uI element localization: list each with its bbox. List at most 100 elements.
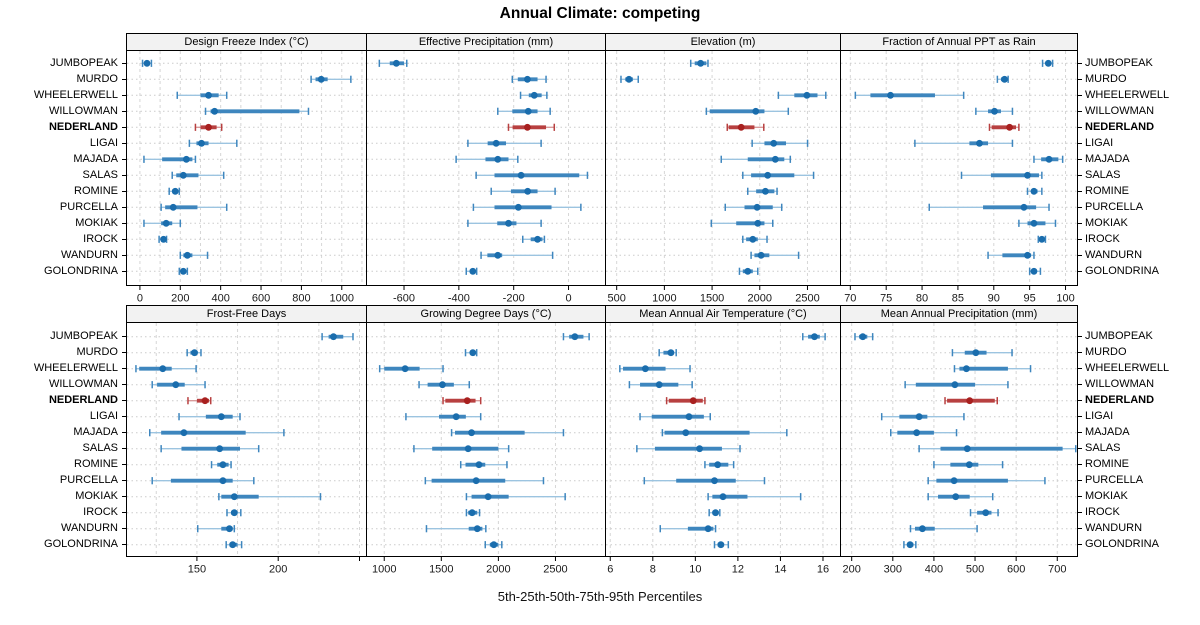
median-dot [392, 59, 400, 67]
y-tick-left [122, 480, 126, 482]
percentile-row-wandurn [480, 251, 554, 259]
site-label-right-purcella: PURCELLA [1085, 200, 1144, 213]
y-tick-right [1078, 110, 1082, 112]
percentile-row-purcella [424, 477, 545, 485]
x-tick-label: 80 [916, 293, 928, 305]
percentile-row-wheelerwell [953, 365, 1032, 373]
median-dot [1006, 123, 1013, 131]
percentile-row-wheelerwell [378, 365, 444, 373]
percentile-row-mokiak [218, 493, 322, 501]
median-dot [1024, 171, 1031, 179]
site-label-left-mokiak: MOKIAK [75, 216, 118, 229]
x-tick-label: 400 [925, 564, 943, 576]
percentile-row-jumbopeak [321, 333, 354, 341]
median-dot [749, 235, 757, 243]
x-tick-label: 500 [966, 564, 984, 576]
median-dot [216, 445, 224, 453]
median-dot [160, 235, 167, 243]
site-label-left-ligai: LIGAI [89, 136, 118, 149]
y-tick-right [1078, 158, 1082, 160]
panel-strip-title: Effective Precipitation (mm) [418, 36, 554, 48]
panel-plot-design-freeze-index-c [126, 50, 367, 286]
median-dot [219, 477, 227, 485]
x-tick-label: 200 [269, 564, 287, 576]
panel-plot-frost-free-days [126, 322, 367, 557]
y-tick-right [1078, 222, 1082, 224]
median-dot [468, 509, 476, 517]
percentile-row-purcella [643, 477, 766, 485]
percentile-row-nederland [944, 397, 998, 405]
median-dot [205, 123, 212, 131]
percentile-row-majada [1033, 155, 1064, 163]
percentile-row-jumbopeak [378, 59, 408, 67]
median-dot [191, 349, 198, 357]
percentile-row-nederland [726, 123, 765, 131]
median-dot [717, 541, 725, 549]
percentile-row-murdo [511, 75, 547, 83]
x-tick-label: 2000 [748, 293, 772, 305]
median-dot [183, 251, 191, 259]
percentile-row-salas [960, 171, 1043, 179]
percentile-row-murdo [951, 349, 1013, 357]
y-tick-left [122, 432, 126, 434]
site-label-left-willowman: WILLOWMAN [48, 104, 118, 117]
percentile-row-wandurn [179, 251, 209, 259]
median-dot [887, 91, 894, 99]
site-label-left-salas: SALAS [82, 168, 118, 181]
percentile-row-purcella [724, 203, 783, 211]
percentile-row-majada [720, 155, 792, 163]
median-dot [1038, 235, 1046, 243]
median-dot [915, 413, 923, 421]
median-dot [205, 91, 212, 99]
site-label-right-jumbopeak: JUMBOPEAK [1085, 56, 1153, 69]
median-dot [484, 493, 492, 501]
x-tick-label: 600 [1007, 564, 1025, 576]
median-dot [770, 139, 778, 147]
x-tick-label: 12 [732, 564, 744, 576]
site-label-right-wandurn: WANDURN [1085, 522, 1143, 535]
y-tick-right [1078, 400, 1082, 402]
y-tick-right [1078, 270, 1082, 272]
y-tick-left [122, 206, 126, 208]
x-tick-label: 1000 [372, 564, 396, 576]
median-dot [226, 525, 233, 533]
panel-strip-elevation-m: Elevation (m) [605, 33, 841, 51]
median-dot [712, 509, 719, 517]
x-tick-label: 10 [689, 564, 701, 576]
y-tick-right [1078, 384, 1082, 386]
percentile-row-wandurn [750, 251, 800, 259]
percentile-row-golondrina [465, 267, 478, 275]
y-tick-right [1078, 528, 1082, 530]
site-label-right-murdo: MURDO [1085, 346, 1127, 359]
median-dot [171, 187, 179, 195]
median-dot [524, 107, 532, 115]
percentile-row-murdo [464, 349, 478, 357]
median-dot [963, 445, 971, 453]
median-dot [475, 461, 483, 469]
median-dot [172, 381, 180, 389]
site-label-left-wandurn: WANDURN [60, 522, 118, 535]
site-label-left-purcella: PURCELLA [59, 200, 118, 213]
site-label-left-wheelerwell: WHEELERWELL [33, 362, 118, 375]
median-dot [752, 107, 760, 115]
percentile-row-ligai [178, 413, 241, 421]
percentile-row-murdo [996, 75, 1009, 83]
median-dot [764, 171, 772, 179]
y-tick-left [122, 544, 126, 546]
median-dot [1030, 187, 1038, 195]
x-axis-canvas: 0 200 400 600 800 1000 [137, 286, 354, 305]
median-dot [696, 445, 703, 453]
y-tick-left [122, 78, 126, 80]
site-label-left-nederland: NEDERLAND [48, 394, 118, 407]
percentile-row-salas [413, 445, 510, 453]
panel-strip-title: Mean Annual Air Temperature (°C) [639, 308, 807, 320]
median-dot [689, 397, 697, 405]
site-label-left-irock: IROCK [83, 506, 118, 519]
median-dot [468, 429, 475, 437]
median-dot [229, 541, 237, 549]
median-dot [494, 155, 502, 163]
percentile-row-romine [747, 187, 778, 195]
median-dot [464, 445, 472, 453]
panel-strip-growing-degree-days-c: Growing Degree Days (°C) [366, 305, 606, 323]
